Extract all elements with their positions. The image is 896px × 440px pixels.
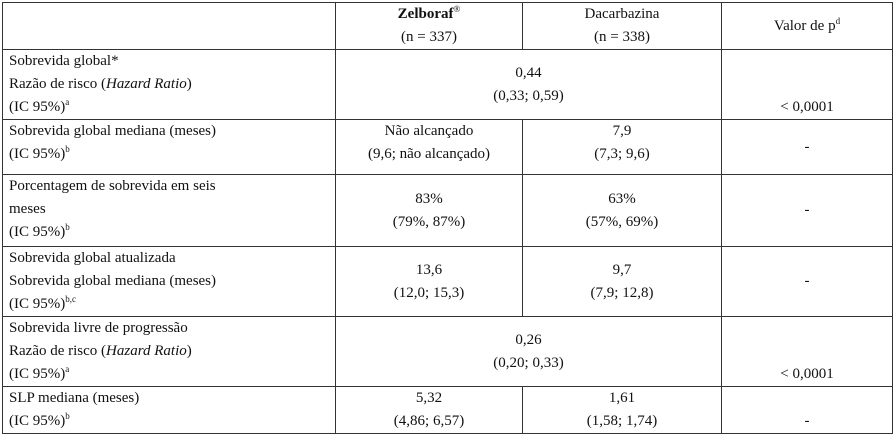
p-value: - [721, 174, 893, 247]
row-label: Sobrevida global atualizada Sobrevida gl… [2, 246, 336, 317]
results-table: Zelboraf® (n = 337) Dacarbazina (n = 338… [2, 2, 893, 434]
registered-mark: ® [453, 4, 461, 14]
header-dacarbazina: Dacarbazina (n = 338) [522, 2, 722, 50]
table-row: Sobrevida livre de progressão Razão de r… [2, 316, 893, 387]
merged-value: 0,26 (0,20; 0,33) [335, 316, 722, 387]
table-row: Porcentagem de sobrevida em seis meses (… [2, 174, 893, 247]
zelboraf-n: (n = 337) [401, 29, 457, 45]
table-row: Sobrevida global mediana (meses) (IC 95%… [2, 119, 893, 175]
dacarbazina-value: 7,9 (7,3; 9,6) [522, 119, 722, 175]
dacarbazina-n: (n = 338) [594, 29, 650, 45]
dacarbazina-value: 1,61 (1,58; 1,74) [522, 386, 722, 434]
p-value: < 0,0001 [721, 316, 893, 387]
zelboraf-value: 13,6 (12,0; 15,3) [335, 246, 523, 317]
p-value: < 0,0001 [721, 49, 893, 120]
p-value: - [721, 246, 893, 317]
row-label: Sobrevida global mediana (meses) (IC 95%… [2, 119, 336, 175]
p-value: - [721, 119, 893, 175]
dacarbazina-value: 63% (57%, 69%) [522, 174, 722, 247]
zelboraf-value: Não alcançado (9,6; não alcançado) [335, 119, 523, 175]
row-label: SLP mediana (meses) (IC 95%)b [2, 386, 336, 434]
header-row: Zelboraf® (n = 337) Dacarbazina (n = 338… [2, 2, 893, 50]
table-row: Sobrevida global* Razão de risco (Hazard… [2, 49, 893, 120]
zelboraf-value: 83% (79%, 87%) [335, 174, 523, 247]
merged-value: 0,44 (0,33; 0,59) [335, 49, 722, 120]
header-empty-cell [2, 2, 336, 50]
p-value-sup: d [835, 15, 841, 26]
dacarbazina-value: 9,7 (7,9; 12,8) [522, 246, 722, 317]
header-p-value: Valor de pd [721, 2, 893, 50]
p-value-label: Valor de p [773, 17, 836, 34]
zelboraf-value: 5,32 (4,86; 6,57) [335, 386, 523, 434]
row-label: Sobrevida livre de progressão Razão de r… [2, 316, 336, 387]
row-label: Porcentagem de sobrevida em seis meses (… [2, 174, 336, 247]
table-row: SLP mediana (meses) (IC 95%)b 5,32 (4,86… [2, 386, 893, 434]
header-zelboraf: Zelboraf® (n = 337) [335, 2, 523, 50]
dacarbazina-name: Dacarbazina [584, 6, 660, 22]
row-label: Sobrevida global* Razão de risco (Hazard… [2, 49, 336, 120]
zelboraf-name: Zelboraf [397, 6, 454, 22]
table-row: Sobrevida global atualizada Sobrevida gl… [2, 246, 893, 317]
p-value: - [721, 386, 893, 434]
